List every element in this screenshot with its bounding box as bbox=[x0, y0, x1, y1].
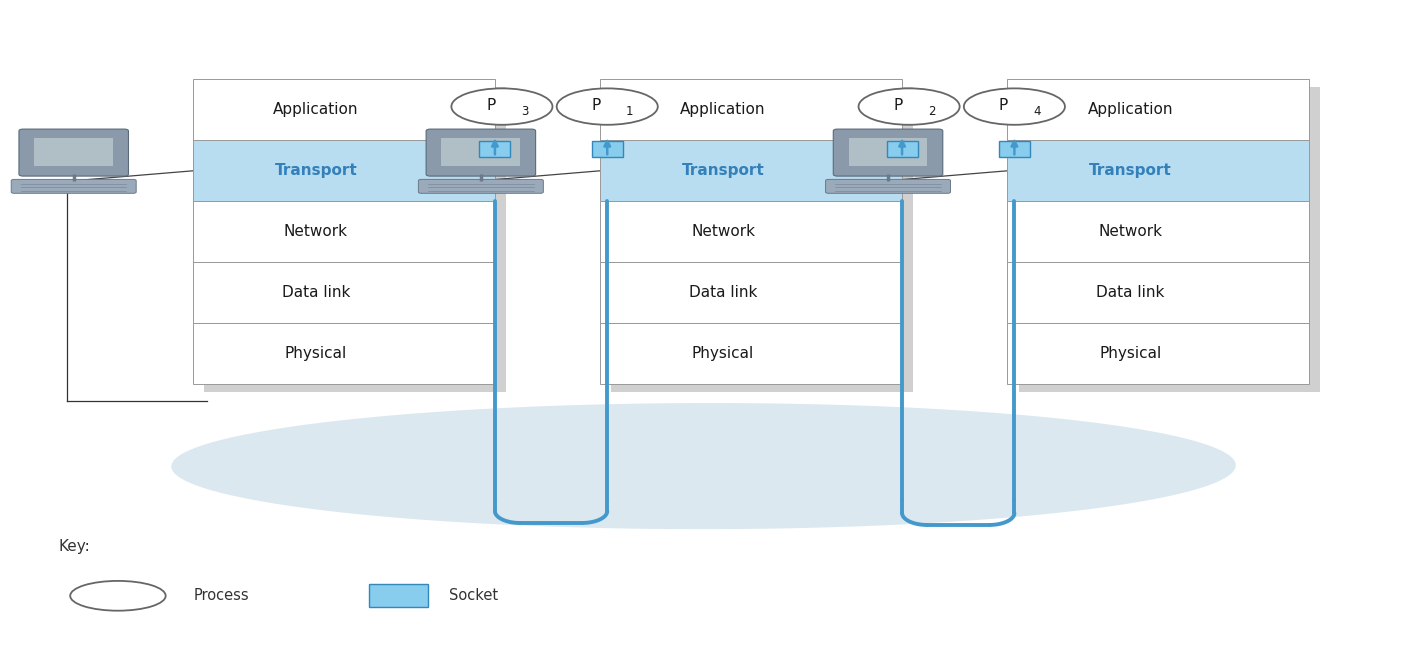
FancyBboxPatch shape bbox=[418, 179, 543, 193]
Bar bbox=[1007, 323, 1309, 384]
Text: P: P bbox=[486, 98, 496, 113]
Bar bbox=[34, 138, 114, 166]
PathPatch shape bbox=[171, 403, 1236, 529]
Bar bbox=[192, 262, 494, 323]
Text: Network: Network bbox=[1098, 224, 1163, 239]
Ellipse shape bbox=[963, 88, 1064, 124]
Text: Application: Application bbox=[274, 103, 358, 117]
FancyBboxPatch shape bbox=[427, 129, 536, 176]
Ellipse shape bbox=[858, 88, 960, 124]
Text: 4: 4 bbox=[1033, 105, 1040, 118]
Bar bbox=[441, 138, 521, 166]
Bar bbox=[1007, 262, 1309, 323]
FancyBboxPatch shape bbox=[20, 129, 129, 176]
Bar bbox=[205, 87, 507, 392]
Bar bbox=[601, 79, 901, 140]
Ellipse shape bbox=[70, 581, 166, 610]
Bar bbox=[601, 140, 901, 201]
FancyBboxPatch shape bbox=[826, 179, 951, 193]
Text: 3: 3 bbox=[521, 105, 528, 118]
Bar bbox=[998, 140, 1029, 158]
FancyBboxPatch shape bbox=[833, 129, 942, 176]
Text: Application: Application bbox=[681, 103, 765, 117]
Ellipse shape bbox=[556, 88, 657, 124]
Bar bbox=[192, 140, 494, 201]
Text: Data link: Data link bbox=[282, 285, 350, 300]
Bar bbox=[479, 140, 511, 158]
Text: Data link: Data link bbox=[689, 285, 757, 300]
Text: Process: Process bbox=[194, 589, 250, 603]
Text: Physical: Physical bbox=[692, 346, 754, 361]
Text: Data link: Data link bbox=[1097, 285, 1164, 300]
Bar bbox=[601, 323, 901, 384]
Text: 2: 2 bbox=[928, 105, 935, 118]
Text: Physical: Physical bbox=[285, 346, 347, 361]
Text: P: P bbox=[591, 98, 601, 113]
Text: P: P bbox=[998, 98, 1008, 113]
Bar bbox=[592, 140, 623, 158]
Bar bbox=[1007, 79, 1309, 140]
Bar bbox=[1007, 201, 1309, 262]
Text: Transport: Transport bbox=[275, 164, 357, 178]
Text: Network: Network bbox=[691, 224, 755, 239]
Bar bbox=[848, 138, 928, 166]
Text: P: P bbox=[893, 98, 903, 113]
FancyBboxPatch shape bbox=[11, 179, 136, 193]
Ellipse shape bbox=[451, 88, 552, 124]
Bar bbox=[192, 201, 494, 262]
Text: Socket: Socket bbox=[449, 589, 498, 603]
Bar bbox=[601, 201, 901, 262]
Bar bbox=[1018, 87, 1320, 392]
Text: 1: 1 bbox=[626, 105, 633, 118]
Text: Transport: Transport bbox=[682, 164, 764, 178]
Text: Transport: Transport bbox=[1090, 164, 1171, 178]
Text: Physical: Physical bbox=[1099, 346, 1161, 361]
Text: Network: Network bbox=[284, 224, 348, 239]
Bar bbox=[601, 262, 901, 323]
Text: Application: Application bbox=[1088, 103, 1172, 117]
Bar bbox=[192, 323, 494, 384]
Bar bbox=[369, 585, 428, 608]
Bar bbox=[887, 140, 918, 158]
Bar bbox=[1007, 140, 1309, 201]
Text: Key:: Key: bbox=[59, 539, 91, 553]
Bar bbox=[612, 87, 914, 392]
Bar bbox=[192, 79, 494, 140]
